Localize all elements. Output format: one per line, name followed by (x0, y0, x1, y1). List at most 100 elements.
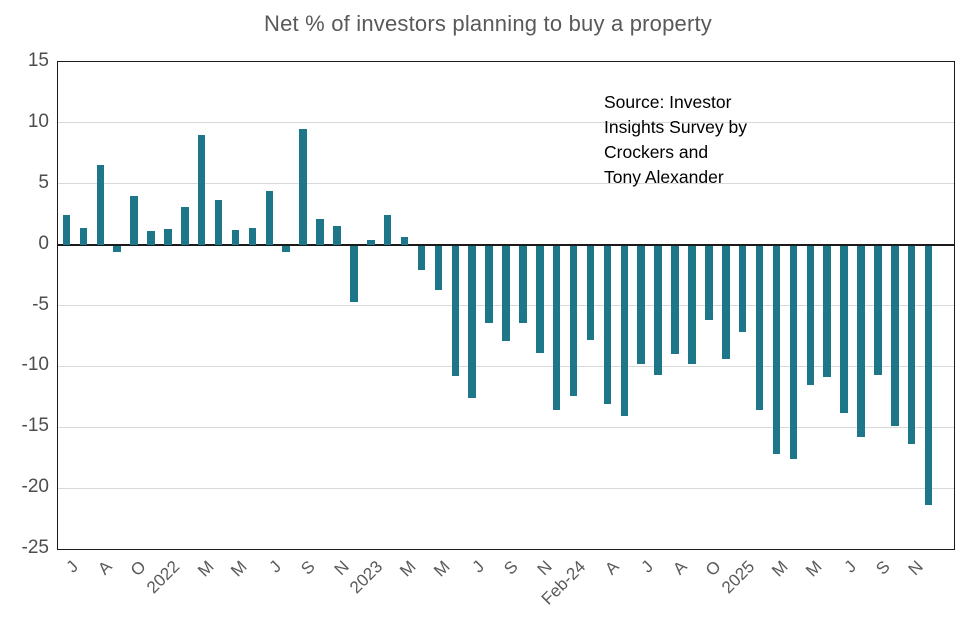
bar (383, 215, 392, 245)
x-tick-label: 2023 (346, 557, 387, 598)
source-note-line: Crockers and (604, 142, 709, 162)
bar (789, 245, 798, 459)
x-tick-label: S (297, 557, 319, 579)
bar (620, 245, 629, 417)
bar (502, 245, 510, 341)
x-tick-label: S (871, 557, 894, 579)
bar (181, 206, 189, 245)
source-note-line: Tony Alexander (604, 167, 724, 187)
x-tick-label: M (396, 557, 421, 581)
bar (907, 245, 916, 445)
bar (434, 245, 443, 290)
bar (772, 245, 781, 455)
y-tick-label: -5 (32, 293, 49, 315)
x-tick-label: J (265, 557, 285, 577)
x-tick-label: N (330, 557, 353, 580)
bar (316, 219, 324, 245)
source-note: Source: Investor Insights Survey by Croc… (604, 90, 747, 190)
bar (755, 245, 764, 411)
bar (468, 245, 476, 399)
x-tick-label: M (430, 557, 454, 581)
x-tick-label: J (62, 557, 82, 577)
bar (722, 245, 730, 360)
bar (147, 231, 155, 245)
bar (485, 245, 493, 323)
plot-area (57, 61, 955, 550)
bar (519, 245, 527, 323)
bar (130, 195, 138, 245)
bar (265, 191, 274, 245)
bar (62, 215, 71, 245)
x-tick-label: J (840, 557, 860, 577)
bar (96, 165, 104, 245)
x-tick-label: M (802, 557, 826, 581)
bar (738, 245, 747, 333)
x-tick-label: J (637, 557, 657, 577)
x-tick-label: M (193, 557, 218, 581)
bar (282, 245, 290, 252)
bar (299, 128, 307, 245)
y-tick-label: 10 (27, 110, 49, 132)
x-tick-label: 2025 (717, 557, 759, 598)
bar (654, 245, 662, 375)
gridline (58, 487, 954, 489)
x-tick-label: N (533, 557, 556, 580)
x-tick-label: A (669, 557, 691, 579)
x-tick-label: M (768, 557, 792, 581)
bar (569, 245, 578, 396)
x-tick-label: O (126, 557, 150, 580)
gridline (58, 122, 954, 124)
bar (417, 245, 426, 271)
y-tick-label: -15 (21, 415, 49, 437)
bar (367, 239, 375, 245)
bar (79, 227, 88, 245)
bar (164, 228, 172, 245)
zero-axis-line (58, 243, 954, 246)
bar (451, 245, 460, 377)
source-note-line: Insights Survey by (604, 117, 747, 137)
y-tick-label: 0 (38, 232, 49, 254)
bar (857, 245, 865, 437)
y-tick-label: -10 (21, 354, 49, 376)
y-tick-label: 15 (27, 50, 49, 71)
bar (840, 245, 848, 413)
x-tick-label: 2022 (143, 557, 184, 598)
y-tick-label: -25 (21, 537, 49, 558)
bar (333, 226, 341, 245)
bar (536, 245, 544, 353)
x-tick-label: N (905, 557, 928, 580)
gridline (58, 426, 954, 428)
x-tick-label: M (227, 557, 251, 581)
y-tick-label: -20 (21, 476, 49, 498)
bar (823, 245, 831, 378)
bar (874, 245, 882, 375)
bar (231, 230, 240, 245)
chart-title: Net % of investors planning to buy a pro… (263, 11, 713, 36)
bar (197, 135, 206, 245)
bar (552, 245, 561, 411)
bar (586, 245, 595, 340)
bar (603, 245, 612, 405)
bar (688, 245, 696, 364)
bar (924, 245, 933, 506)
bar (637, 245, 645, 364)
bar (248, 227, 257, 245)
bar (400, 237, 409, 245)
bar (214, 199, 223, 245)
bar (350, 245, 358, 302)
gridline (58, 183, 954, 185)
x-tick-label: J (468, 557, 488, 577)
bar (113, 245, 121, 252)
x-tick-label: O (701, 557, 725, 580)
x-tick-label: S (499, 557, 522, 579)
bar (705, 245, 713, 321)
bar (806, 245, 815, 385)
bar (671, 245, 679, 355)
source-note-line: Source: Investor (604, 92, 732, 112)
bar (891, 245, 899, 427)
x-tick-label: A (94, 557, 116, 579)
y-tick-label: 5 (38, 171, 49, 193)
gridline (58, 365, 954, 367)
x-tick-label: A (601, 557, 623, 579)
